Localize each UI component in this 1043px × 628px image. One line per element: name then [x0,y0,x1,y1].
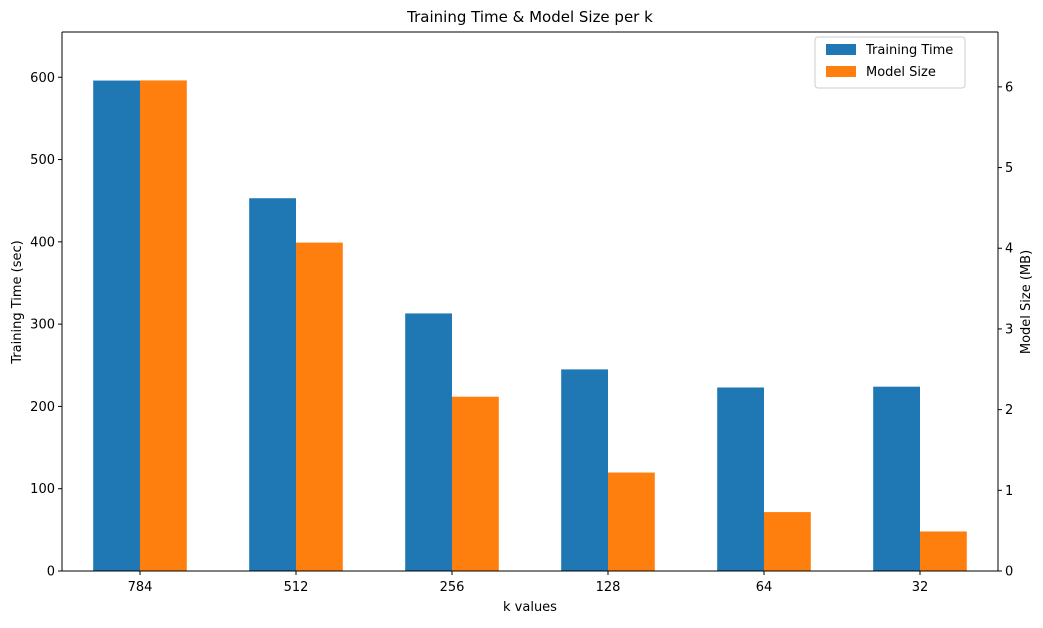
bar-model-size-512 [296,242,343,572]
y-tick-label-right: 6 [1005,80,1013,95]
y-tick-label-right: 0 [1005,565,1013,580]
x-tick-label-64: 64 [756,580,773,595]
chart-title: Training Time & Model Size per k [406,8,653,26]
legend-swatch-model-size [826,66,856,77]
bar-model-size-64 [764,512,811,571]
legend-swatch-training-time [826,44,856,55]
bar-model-size-128 [608,472,655,571]
x-tick-label-32: 32 [912,580,929,595]
y-tick-label-left: 200 [30,400,55,415]
bars-layer [93,80,967,572]
y-axis-label-left: Training Time (sec) [10,240,25,364]
y-axis-label-right: Model Size (MB) [1019,250,1034,354]
y-tick-label-right: 2 [1005,403,1013,418]
bar-training-time-32 [873,386,920,571]
axes-layer: 0 100 200 300 400 500 600 0 1 2 3 4 5 6 784 512 256 128 64… [30,31,1013,595]
bar-training-time-512 [249,198,296,571]
bar-model-size-256 [452,396,499,571]
y-tick-label-left: 500 [30,153,55,168]
y-tick-label-left: 100 [30,482,55,497]
y-tick-label-right: 5 [1005,161,1013,176]
x-axis-label: k values [503,600,557,615]
bar-model-size-784 [140,80,187,571]
y-tick-label-left: 600 [30,71,55,86]
y-tick-label-right: 4 [1005,242,1013,257]
legend-label-training-time: Training Time [865,43,953,58]
legend: Training Time Model Size [814,36,966,89]
bar-training-time-128 [561,369,608,571]
y-tick-label-left: 0 [47,565,55,580]
y-tick-label-left: 400 [30,235,55,250]
y-tick-label-right: 1 [1005,484,1013,499]
y-tick-label-right: 3 [1005,322,1013,337]
bar-training-time-256 [405,313,452,571]
bar-training-time-64 [717,387,764,571]
bar-model-size-32 [920,531,967,571]
bar-training-time-784 [93,80,140,571]
x-tick-label-128: 128 [596,580,621,595]
x-tick-label-512: 512 [284,580,309,595]
x-tick-label-256: 256 [440,580,465,595]
x-tick-label-784: 784 [128,580,153,595]
legend-label-model-size: Model Size [866,65,936,80]
y-tick-label-left: 300 [30,318,55,333]
